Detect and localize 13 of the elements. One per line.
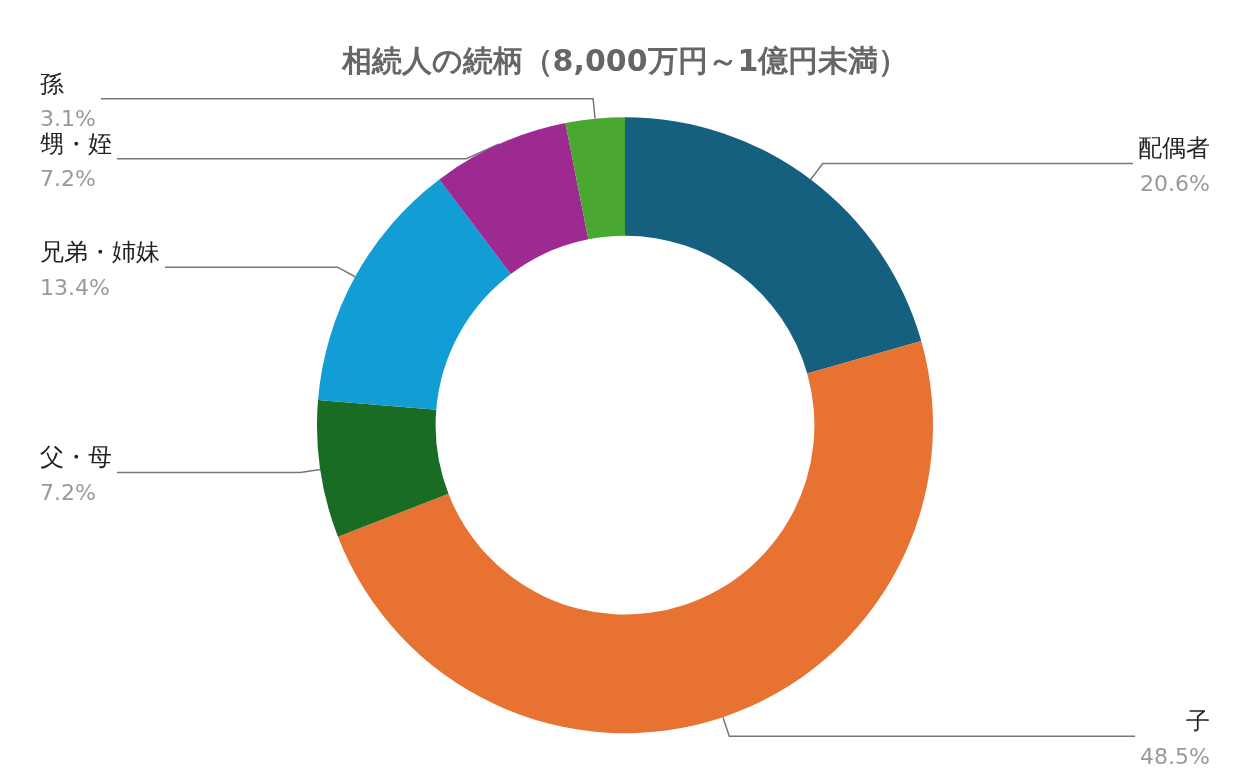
slice-label: 配偶者 (1138, 134, 1210, 163)
data-label: 20.6% (1140, 170, 1210, 196)
slice-label: 兄弟・姉妹 (40, 238, 160, 267)
slice-label: 甥・姪 (40, 129, 112, 158)
data-label: 48.5% (1140, 743, 1210, 769)
slice-label: 孫 (40, 69, 64, 98)
data-label: 7.2% (40, 479, 96, 505)
slice-label: 子 (1186, 707, 1210, 736)
data-label: 7.2% (40, 166, 96, 192)
slice-label: 父・母 (40, 443, 112, 472)
data-label: 3.1% (40, 106, 96, 132)
data-label: 13.4% (40, 274, 110, 300)
chart-title: 相続人の続柄（8,000万円～1億円未満） (340, 42, 909, 78)
